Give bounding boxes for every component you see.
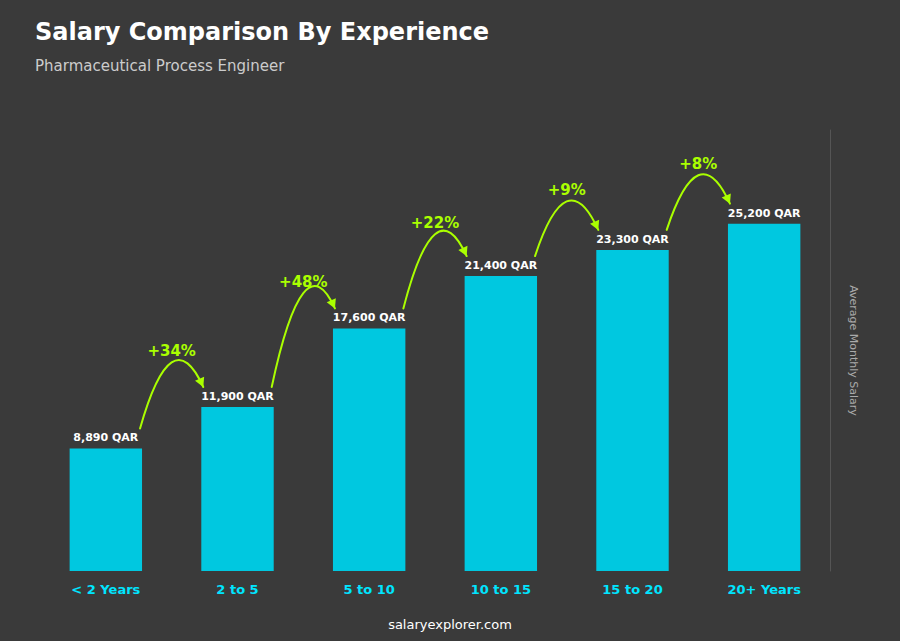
svg-text:Pharmaceutical Process Enginee: Pharmaceutical Process Engineer (35, 57, 285, 75)
svg-text:10 to 15: 10 to 15 (471, 582, 531, 597)
svg-text:< 2 Years: < 2 Years (71, 582, 140, 597)
svg-text:+48%: +48% (279, 273, 327, 291)
svg-text:21,400 QAR: 21,400 QAR (465, 259, 538, 272)
svg-text:2 to 5: 2 to 5 (216, 582, 258, 597)
svg-text:15 to 20: 15 to 20 (602, 582, 662, 597)
svg-text:20+ Years: 20+ Years (727, 582, 801, 597)
svg-text:17,600 QAR: 17,600 QAR (333, 311, 406, 324)
svg-text:Salary Comparison By Experienc: Salary Comparison By Experience (35, 18, 489, 46)
svg-text:+22%: +22% (411, 214, 459, 232)
svg-text:salaryexplorer.com: salaryexplorer.com (388, 617, 512, 632)
svg-text:5 to 10: 5 to 10 (343, 582, 394, 597)
svg-text:Average Monthly Salary: Average Monthly Salary (847, 285, 860, 416)
svg-text:+34%: +34% (147, 342, 195, 360)
svg-text:25,200 QAR: 25,200 QAR (728, 207, 801, 220)
svg-text:8,890 QAR: 8,890 QAR (73, 431, 138, 444)
svg-text:11,900 QAR: 11,900 QAR (201, 390, 274, 403)
svg-text:23,300 QAR: 23,300 QAR (596, 233, 669, 246)
svg-text:+9%: +9% (548, 181, 586, 199)
svg-text:+8%: +8% (679, 155, 717, 173)
